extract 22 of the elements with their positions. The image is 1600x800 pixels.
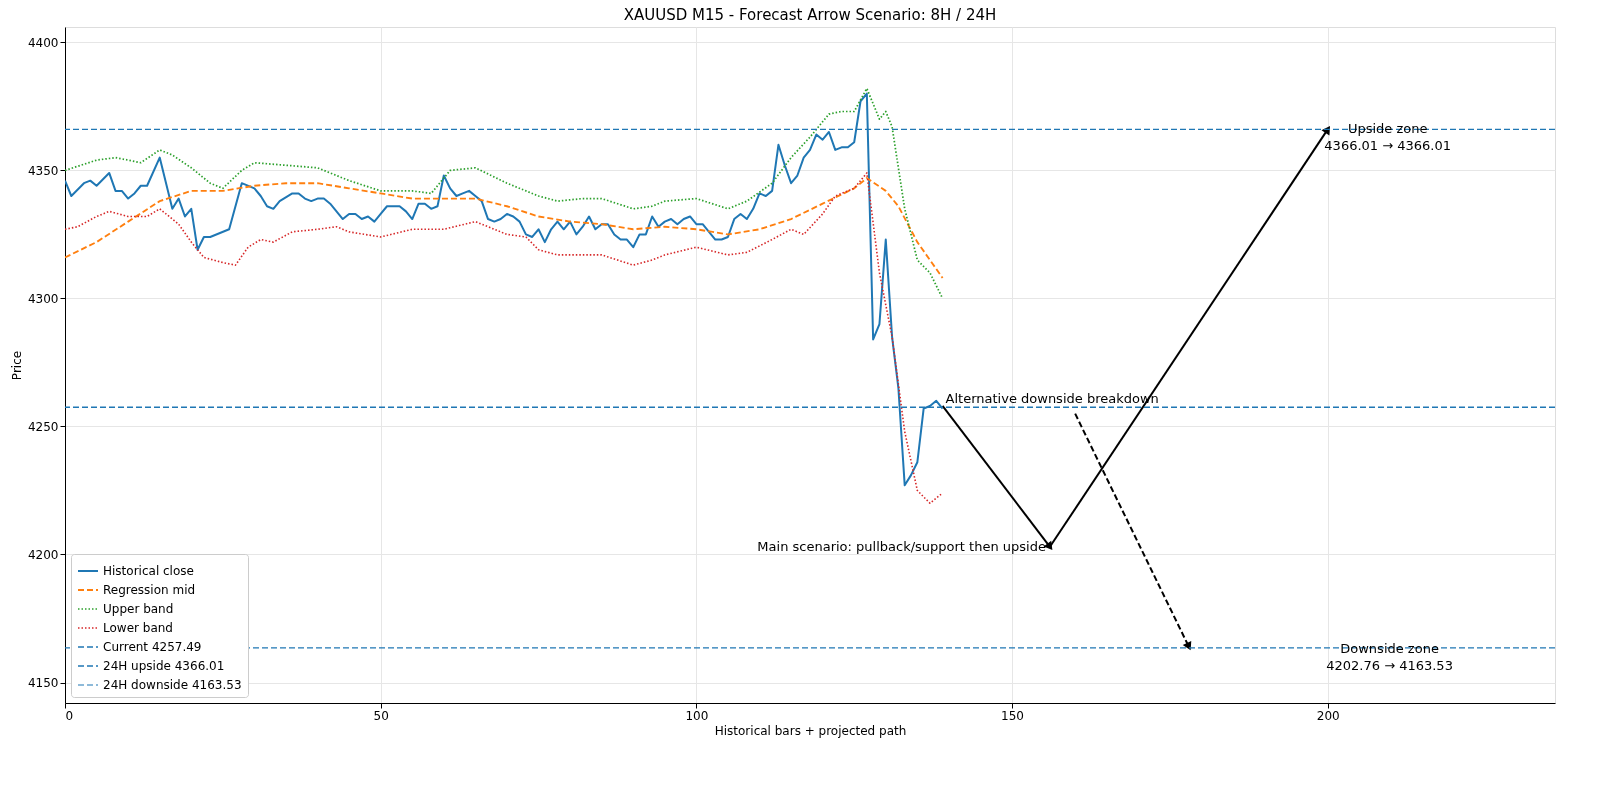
x-tick-label: 150 xyxy=(1001,708,1024,723)
legend-label: Regression mid xyxy=(103,583,196,597)
legend-label: Lower band xyxy=(103,621,173,635)
y-tick-label: 4150 xyxy=(27,676,59,691)
x-tick-label: 0 xyxy=(65,708,74,723)
legend-label: Current 4257.49 xyxy=(103,640,202,654)
y-tick-label: 4200 xyxy=(27,547,59,562)
y-tick-label: 4300 xyxy=(27,291,59,306)
y-tick-label: 4350 xyxy=(27,163,59,178)
x-tick-label: 100 xyxy=(685,708,709,723)
annotation: Main scenario: pullback/support then upside xyxy=(757,538,1046,554)
x-tick-label: 50 xyxy=(373,708,389,723)
x-tick-label: 200 xyxy=(1316,708,1340,723)
y-axis-title: Price xyxy=(9,350,24,381)
chart-title: XAUUSD M15 - Forecast Arrow Scenario: 8H / 24H xyxy=(623,6,997,24)
legend-label: 24H upside 4366.01 xyxy=(103,659,225,673)
y-tick-label: 4400 xyxy=(27,35,59,50)
x-axis-title: Historical bars + projected path xyxy=(714,723,907,738)
legend-label: Upper band xyxy=(103,602,174,616)
legend-label: 24H downside 4163.53 xyxy=(103,678,242,692)
y-tick-label: 4250 xyxy=(27,419,59,434)
legend-label: Historical close xyxy=(103,564,194,578)
